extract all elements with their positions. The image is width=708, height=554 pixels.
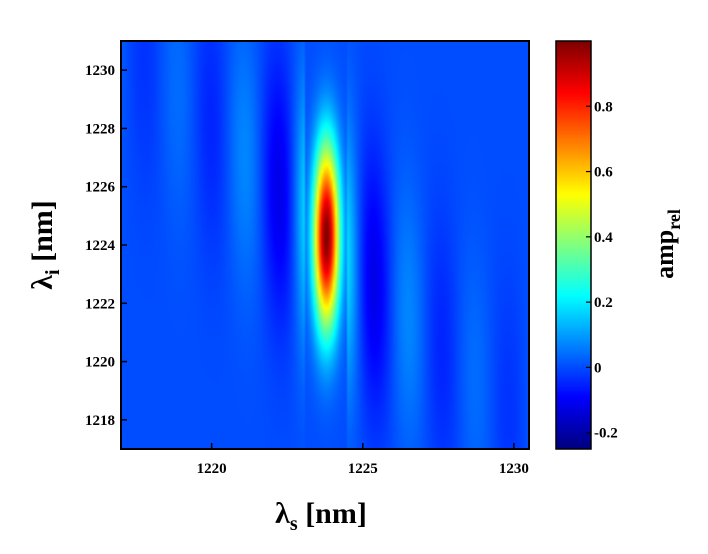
y-axis-label: λi [nm] (26, 200, 64, 289)
y-tick-label: 1220 (85, 355, 115, 371)
y-axis-ticks: 1218 1220 1222 1224 1226 1228 1230 (85, 63, 127, 429)
colorbar (556, 41, 591, 449)
colorbar-label: amprel (650, 209, 684, 279)
colorbar-tick-label: 0 (594, 360, 602, 376)
heatmap-plot-area (121, 41, 529, 449)
x-axis-label: λs [nm] (275, 497, 367, 535)
y-tick-label: 1228 (85, 121, 115, 137)
y-tick-label: 1226 (85, 180, 116, 196)
x-axis-ticks: 1220 1225 1230 (197, 443, 529, 477)
colorbar-ticks: -0.2 0 0.2 0.4 0.6 0.8 (586, 99, 618, 442)
y-tick-label: 1224 (85, 238, 116, 254)
y-tick-label: 1218 (85, 413, 115, 429)
colorbar-tick-label: 0.2 (594, 295, 613, 311)
colorbar-tick-label: -0.2 (594, 426, 618, 442)
colorbar-tick-label: 0.4 (594, 230, 613, 246)
y-tick-label: 1222 (85, 296, 115, 312)
colorbar-tick-label: 0.6 (594, 165, 613, 181)
x-tick-label: 1220 (197, 461, 227, 477)
x-tick-label: 1225 (348, 461, 378, 477)
colorbar-frame (555, 40, 592, 450)
y-tick-label: 1230 (85, 63, 115, 79)
x-tick-label: 1230 (499, 461, 529, 477)
colorbar-tick-label: 0.8 (594, 99, 613, 115)
